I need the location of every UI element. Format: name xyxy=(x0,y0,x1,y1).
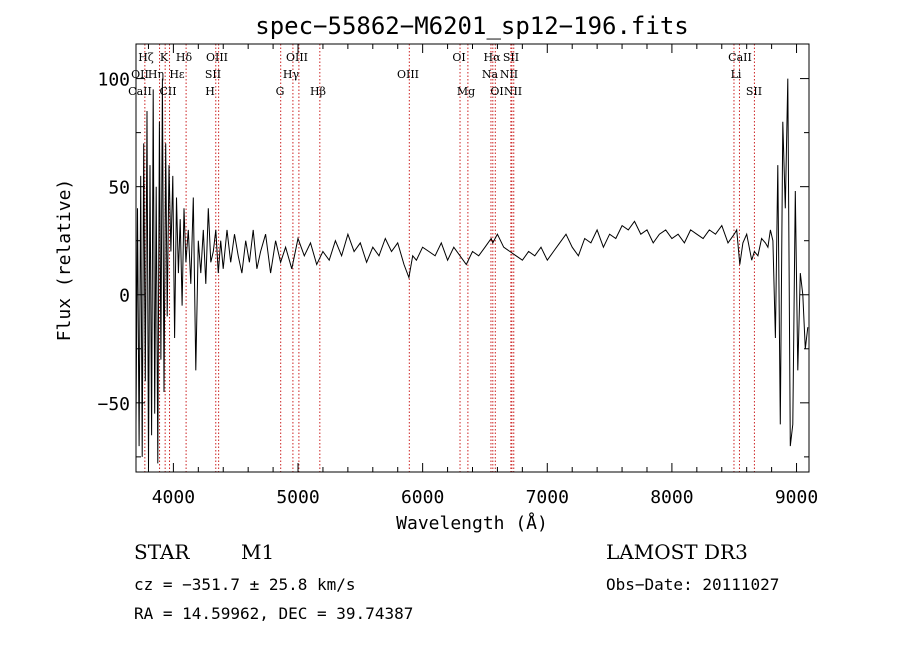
spectral-line-label: Li xyxy=(731,68,742,81)
x-tick-label: 8000 xyxy=(650,487,693,508)
y-axis-label: Flux (relative) xyxy=(54,179,75,342)
object-class: STAR xyxy=(134,540,190,564)
x-axis-label: Wavelength (Å) xyxy=(396,512,548,534)
spectral-line-label: Hα xyxy=(483,51,501,64)
x-tick-label: 4000 xyxy=(152,487,195,508)
spectral-line-label: OI xyxy=(452,51,465,64)
spectral-line-label: H xyxy=(205,85,215,98)
spectral-subclass: M1 xyxy=(241,540,274,564)
spectral-line-label: Mg xyxy=(457,85,475,98)
x-tick-label: 9000 xyxy=(775,487,818,508)
y-axis: −50 0 50 100 xyxy=(97,70,809,458)
x-axis: 4000 5000 6000 7000 8000 9000 xyxy=(147,44,818,508)
survey-name: LAMOST DR3 xyxy=(606,540,748,564)
redshift-text: cz = −351.7 ± 25.8 km/s xyxy=(134,575,356,594)
spectral-line-label: OIII xyxy=(286,51,308,64)
spectral-line-label: SII xyxy=(746,85,762,98)
spectral-line-label: Na xyxy=(482,68,499,81)
x-tick-label: 5000 xyxy=(276,487,319,508)
series-group xyxy=(135,78,809,468)
spectral-line-label: CaII xyxy=(128,85,152,98)
spectral-line-label: CaII xyxy=(728,51,752,64)
spectral-line-label: NII xyxy=(504,85,522,98)
obs-date: Obs−Date: 20111027 xyxy=(606,575,779,594)
x-tick-label: 7000 xyxy=(526,487,569,508)
spectral-line-label: Hβ xyxy=(310,85,326,98)
spectral-line-label: Hγ xyxy=(283,68,300,81)
spectral-line-label: OIII xyxy=(397,68,419,81)
spectral-line-label: Hη xyxy=(148,68,164,81)
spectral-line-label: OI xyxy=(490,85,503,98)
y-tick-label: 100 xyxy=(97,70,130,91)
spectral-line-label: Hδ xyxy=(176,51,193,64)
coordinates-text: RA = 14.59962, DEC = 39.74387 xyxy=(134,604,413,623)
spectral-line-label: SII xyxy=(205,68,221,81)
y-tick-label: 50 xyxy=(108,178,130,199)
series-line-flux xyxy=(135,78,809,468)
spectral-line-label: Hζ xyxy=(138,51,154,64)
y-tick-label: −50 xyxy=(97,394,130,415)
x-tick-label: 6000 xyxy=(401,487,444,508)
spectral-line-label: CII xyxy=(159,85,176,98)
spectral-line-label: NII xyxy=(500,68,518,81)
spectral-line-label: SII xyxy=(503,51,519,64)
y-tick-label: 0 xyxy=(119,286,130,307)
spectral-line-label: G xyxy=(276,85,285,98)
spectral-line-label: Hε xyxy=(169,68,185,81)
spectral-line-label: K xyxy=(160,51,169,64)
chart-title: spec−55862−M6201_sp12−196.fits xyxy=(255,12,688,40)
spectral-line-label: OIII xyxy=(206,51,228,64)
